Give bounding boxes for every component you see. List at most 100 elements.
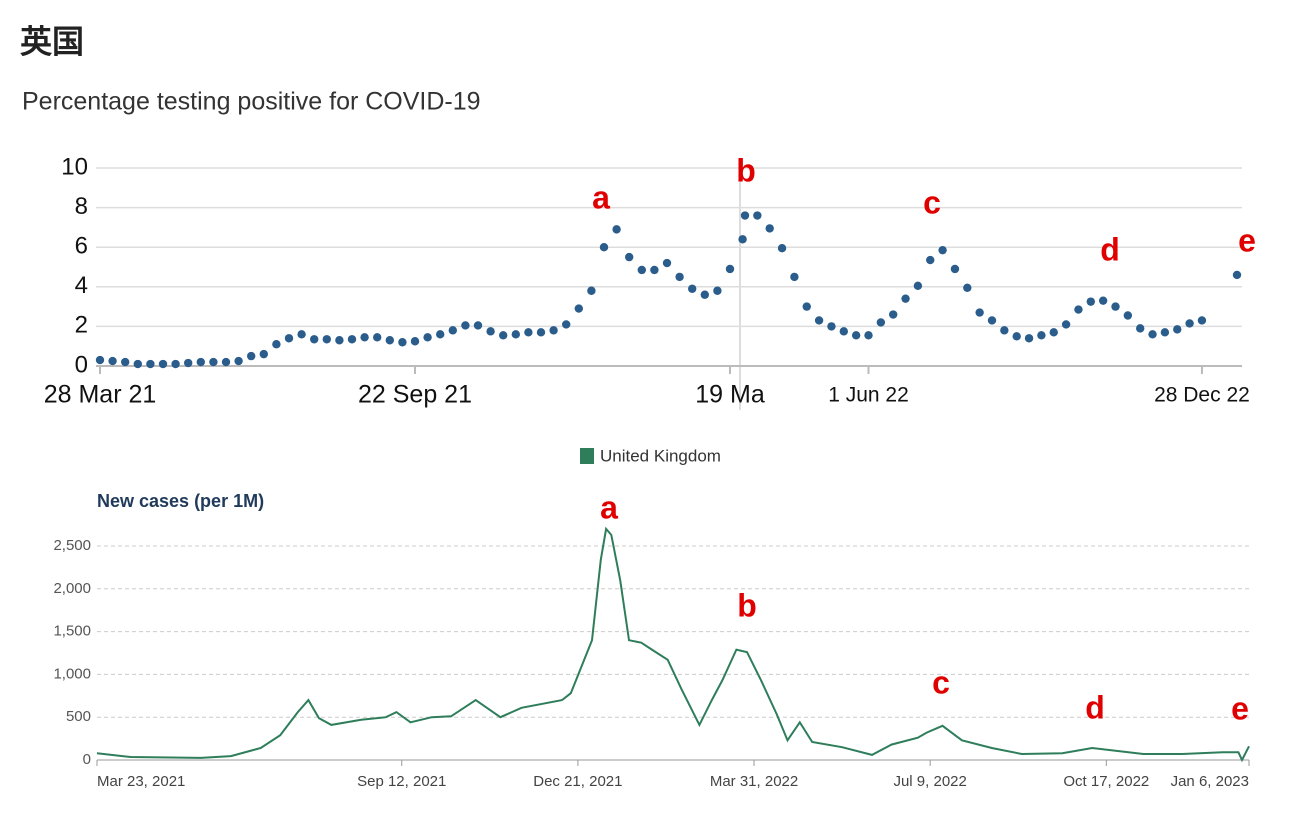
point [461,321,470,330]
point [753,211,762,220]
x-tick-label: Dec 21, 2021 [533,773,622,790]
point [975,308,984,317]
heading: 英国 [20,23,84,59]
point [562,320,571,329]
point [738,235,747,244]
point [650,265,659,275]
legend-label: United Kingdom [600,446,721,465]
annotation: c [923,184,941,220]
chart-title: Percentage testing positive for COVID-19 [22,88,481,116]
point [184,358,193,368]
point [121,357,130,367]
annotation: a [592,179,610,215]
point [221,357,231,367]
y-tick-label: 2,000 [53,580,91,597]
point [1074,305,1083,314]
point [1037,331,1046,340]
y-tick-label: 500 [66,708,91,725]
point [777,243,787,253]
point [1024,334,1034,343]
point [725,264,735,274]
point [95,355,105,365]
point [1148,330,1157,339]
annotation: d [1085,689,1105,725]
point [524,328,533,337]
legend-swatch [580,448,594,464]
point [360,333,369,342]
point [637,265,646,275]
y-tick-label: 2 [75,312,88,339]
point [1173,325,1182,334]
point [827,322,836,331]
point [347,335,357,344]
point [297,330,306,339]
point [171,359,180,369]
point [284,334,294,343]
point [1232,270,1242,280]
point [486,327,495,336]
point [740,211,750,220]
x-tick-label: Mar 31, 2022 [710,773,798,790]
x-tick-label: Jul 9, 2022 [893,773,966,790]
point [196,357,205,367]
point [322,335,331,344]
point [335,336,344,345]
point [1098,296,1108,305]
point [133,359,142,369]
point [987,316,997,325]
point [1185,319,1194,328]
y-tick-label: 8 [75,193,88,220]
point [599,243,609,252]
point [700,290,709,299]
point [234,356,243,366]
point [938,245,947,255]
point [851,331,861,340]
point [423,333,432,342]
point [410,337,420,346]
y-tick-label: 6 [75,233,88,260]
point [146,359,155,369]
point [1012,332,1021,341]
point [625,252,634,262]
point [963,283,972,292]
point [839,327,848,336]
x-tick-label: Oct 17, 2022 [1063,773,1149,790]
point [864,331,873,340]
annotation: e [1238,222,1256,258]
point [158,359,168,369]
point [765,224,774,233]
point [549,326,558,335]
y-tick-label: 1,500 [53,623,91,640]
x-tick-label: 28 Dec 22 [1154,384,1250,407]
point [247,351,256,361]
point [473,321,483,330]
point [1086,297,1096,306]
point [688,284,697,293]
point [675,272,684,282]
annotation: b [736,152,756,188]
point [587,286,596,295]
point [511,330,520,339]
annotation: b [737,587,757,623]
point [889,310,898,319]
point [814,316,824,325]
x-tick-label: Mar 23, 2021 [97,773,185,790]
point [499,331,508,340]
point [1111,302,1120,311]
annotation: e [1231,690,1249,726]
y-axis-label: New cases (per 1M) [97,491,264,511]
point [926,255,935,265]
y-tick-label: 10 [61,153,88,180]
y-tick-label: 4 [75,272,88,299]
point [913,281,923,291]
x-tick-label: 28 Mar 21 [44,381,157,409]
point [385,336,394,345]
point [612,225,621,234]
x-tick-label: 22 Sep 21 [358,381,472,409]
y-tick-label: 0 [75,351,88,378]
point [574,304,583,313]
point [398,338,407,347]
point [373,333,382,342]
